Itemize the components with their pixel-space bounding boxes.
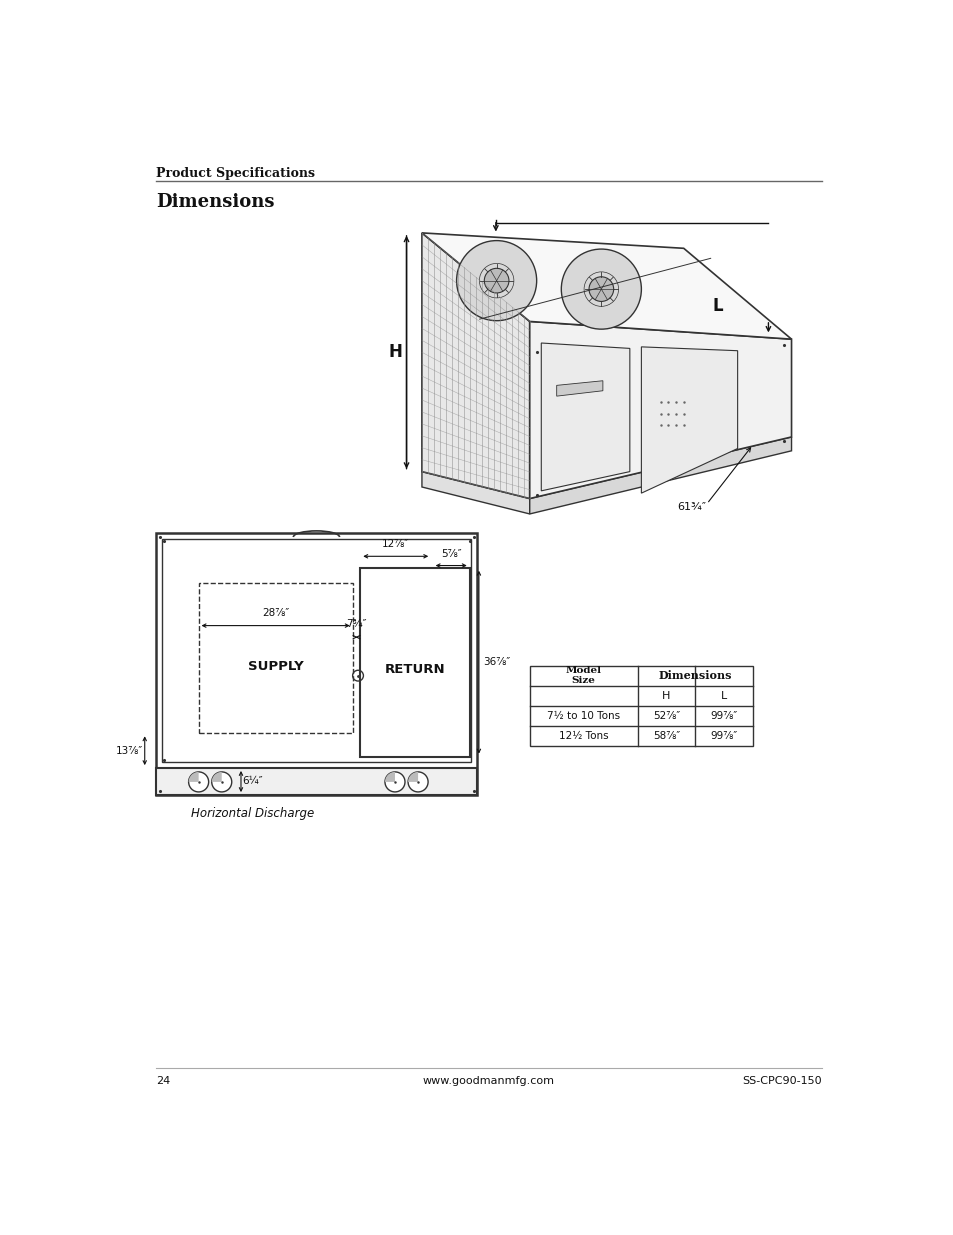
Wedge shape	[212, 772, 221, 782]
Circle shape	[189, 772, 209, 792]
Bar	[360, 568, 469, 757]
Text: 36⅞″: 36⅞″	[482, 657, 510, 667]
Circle shape	[212, 772, 232, 792]
Polygon shape	[421, 233, 529, 499]
Circle shape	[385, 772, 405, 792]
Polygon shape	[421, 233, 791, 340]
Bar	[198, 583, 353, 734]
Wedge shape	[408, 772, 417, 782]
Text: L: L	[712, 298, 723, 315]
Text: Horizontal Discharge: Horizontal Discharge	[191, 806, 314, 820]
Bar	[162, 540, 471, 762]
Text: 52⅞″: 52⅞″	[652, 710, 679, 721]
Text: 5⅞″: 5⅞″	[440, 548, 461, 558]
Text: 13⅞″: 13⅞″	[116, 746, 143, 756]
Text: Model
Size: Model Size	[565, 666, 601, 685]
Bar	[156, 534, 476, 795]
Text: 7½ to 10 Tons: 7½ to 10 Tons	[546, 710, 619, 721]
Polygon shape	[557, 380, 602, 396]
Polygon shape	[540, 343, 629, 490]
Text: 7¾″: 7¾″	[346, 620, 366, 630]
Bar	[529, 666, 752, 746]
Polygon shape	[421, 472, 529, 514]
Text: 12⅞″: 12⅞″	[382, 538, 409, 548]
Text: Product Specifications: Product Specifications	[156, 168, 314, 180]
Circle shape	[456, 241, 537, 321]
Text: SS-CPC90-150: SS-CPC90-150	[742, 1076, 821, 1086]
Text: 28⅞″: 28⅞″	[262, 608, 289, 618]
Text: Dimensions: Dimensions	[658, 671, 731, 682]
Circle shape	[560, 249, 640, 330]
Wedge shape	[385, 772, 395, 782]
Circle shape	[588, 277, 613, 301]
Circle shape	[484, 268, 508, 293]
Bar	[156, 768, 476, 795]
Text: 99⅞″: 99⅞″	[710, 710, 737, 721]
Text: 24: 24	[156, 1076, 171, 1086]
Polygon shape	[529, 437, 791, 514]
Text: L: L	[720, 690, 726, 700]
Text: 12½ Tons: 12½ Tons	[558, 731, 608, 741]
Text: www.goodmanmfg.com: www.goodmanmfg.com	[422, 1076, 555, 1086]
Text: 99⅞″: 99⅞″	[710, 731, 737, 741]
Wedge shape	[189, 772, 198, 782]
Polygon shape	[640, 347, 737, 493]
Text: RETURN: RETURN	[384, 663, 445, 677]
Text: 6¼″: 6¼″	[242, 776, 263, 787]
Polygon shape	[529, 321, 791, 499]
Text: Dimensions: Dimensions	[156, 193, 274, 211]
Circle shape	[408, 772, 428, 792]
Text: 61¾″: 61¾″	[677, 503, 705, 513]
Text: SUPPLY: SUPPLY	[248, 659, 303, 673]
Text: 58⅞″: 58⅞″	[652, 731, 679, 741]
Text: H: H	[661, 690, 670, 700]
Text: H: H	[388, 343, 401, 362]
